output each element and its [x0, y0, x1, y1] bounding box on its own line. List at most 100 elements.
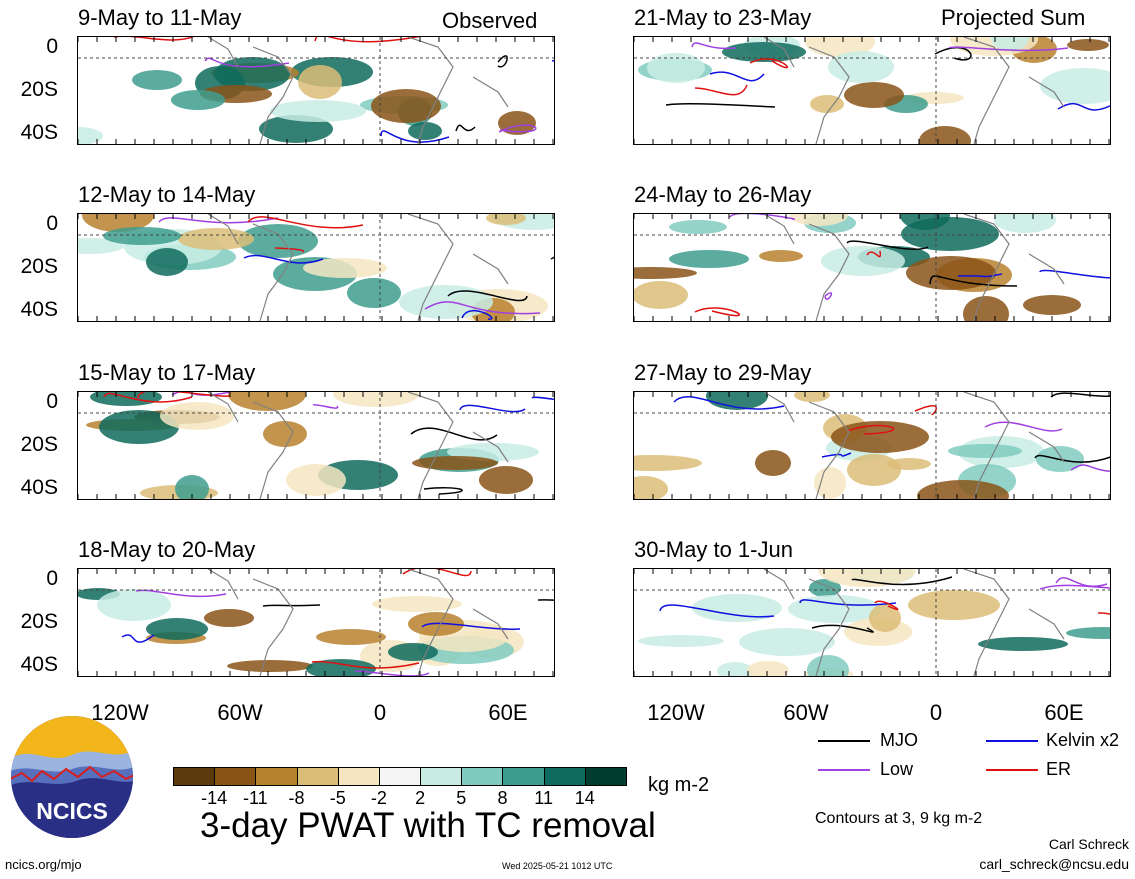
legend-line-kelvin [986, 740, 1038, 742]
pwat-map [633, 568, 1111, 677]
pwat-anomaly-shading [634, 455, 702, 471]
wave-contour [410, 427, 498, 441]
wave-contour [537, 599, 554, 601]
pwat-anomaly-shading [78, 127, 103, 144]
pwat-anomaly-shading [810, 95, 844, 113]
pwat-anomaly-shading [270, 100, 366, 122]
coastline [407, 392, 454, 499]
lat-label: 20S [20, 433, 58, 456]
pwat-anomaly-shading [814, 467, 846, 499]
wave-contour [262, 604, 321, 607]
wave-contour [957, 273, 1003, 278]
panel-title: 24-May to 26-May [634, 182, 812, 207]
panel-title: 30-May to 1-Jun [634, 537, 793, 562]
pwat-anomaly-shading [371, 89, 441, 123]
coastline [763, 214, 795, 245]
legend-line-low [818, 769, 870, 771]
pwat-anomaly-shading [146, 618, 208, 640]
lat-label: 0 [46, 390, 58, 413]
lon-label-120w: 120W [647, 700, 705, 725]
wave-contour [114, 37, 194, 41]
coastline [1028, 253, 1065, 285]
pwat-anomaly-shading [794, 392, 830, 402]
colorbar-swatch [214, 767, 257, 786]
colorbar-swatch [296, 767, 339, 786]
coastline [763, 392, 795, 423]
coastline [963, 392, 1010, 499]
pwat-anomaly-shading [788, 595, 882, 623]
pwat-anomaly-shading [303, 258, 387, 278]
pwat-anomaly-shading [479, 466, 533, 494]
colorbar-swatch [543, 767, 586, 786]
pwat-anomaly-shading [847, 454, 901, 486]
panel-title: 9-May to 11-May [78, 5, 242, 30]
wave-contour [121, 634, 155, 643]
pwat-anomaly-shading [228, 392, 306, 411]
colorbar-tick-label: 14 [574, 788, 595, 808]
wave-contour [846, 240, 929, 251]
panel-title: 27-May to 29-May [634, 360, 812, 385]
wave-contour [874, 600, 899, 611]
wave-contour [749, 58, 789, 69]
wave-contour [914, 405, 937, 416]
colorbar-swatch [584, 767, 627, 786]
pwat-anomaly-shading [175, 475, 209, 499]
logo-text: NCICS [36, 798, 108, 824]
ncics-logo: NCICS [10, 715, 134, 839]
coastline [472, 253, 509, 285]
pwat-anomaly-shading [638, 635, 724, 647]
legend-label-mjo: MJO [880, 730, 918, 750]
pwat-anomaly-shading [178, 228, 254, 250]
wave-contour [866, 250, 882, 258]
pwat-anomaly-shading [132, 70, 182, 90]
coastline [252, 578, 294, 676]
pwat-anomaly-shading [227, 660, 313, 672]
pwat-anomaly-shading [634, 476, 668, 499]
pwat-anomaly-shading [286, 464, 346, 496]
coastline [1028, 76, 1065, 108]
map-field [78, 569, 554, 676]
coastline [963, 569, 1010, 676]
coastline [808, 46, 850, 144]
pwat-anomaly-shading [717, 662, 753, 676]
pwat-anomaly-shading [316, 629, 386, 645]
pwat-anomaly-shading [1040, 68, 1110, 104]
legend-label-low: Low [880, 759, 914, 779]
wave-contour [243, 254, 324, 264]
pwat-anomaly-shading [204, 609, 254, 627]
wave-contour [934, 46, 972, 61]
pwat-anomaly-shading [78, 238, 124, 254]
lon-label-60e: 60E [1044, 700, 1084, 725]
lon-label-60e: 60E [488, 700, 528, 725]
pwat-anomaly-shading [991, 37, 1029, 51]
lon-label-0: 0 [373, 700, 387, 725]
legend-label-er: ER [1046, 759, 1072, 779]
legend-line-er [986, 769, 1038, 771]
pwat-anomaly-shading [634, 267, 697, 279]
pwat-anomaly-shading [103, 227, 181, 245]
pwat-anomaly-shading [263, 421, 307, 447]
pwat-anomaly-shading [372, 596, 462, 612]
wave-contour [312, 403, 339, 409]
colorbar-tick-label: -11 [243, 788, 268, 808]
pwat-anomaly-shading [917, 480, 1009, 499]
pwat-anomaly-shading [669, 250, 749, 268]
coastline [963, 214, 1010, 321]
site-url: ncics.org/mjo [5, 857, 82, 872]
wave-contour [948, 46, 1069, 52]
legend-label-kelvin: Kelvin x2 [1046, 730, 1120, 750]
pwat-map [633, 36, 1111, 145]
map-field [78, 392, 554, 499]
wave-contour [247, 216, 364, 229]
wave-contour [314, 37, 421, 43]
colorbar-swatch [173, 767, 216, 786]
pwat-anomaly-shading [298, 65, 342, 99]
pwat-anomaly-shading [821, 246, 905, 276]
pwat-anomaly-shading [647, 53, 705, 83]
pwat-anomaly-shading [948, 444, 1022, 458]
pwat-anomaly-shading [739, 628, 835, 656]
pwat-map [77, 213, 555, 322]
pwat-anomaly-shading [259, 115, 333, 143]
main-title: 3-day PWAT with TC removal [200, 806, 656, 845]
pwat-anomaly-shading [906, 256, 996, 290]
